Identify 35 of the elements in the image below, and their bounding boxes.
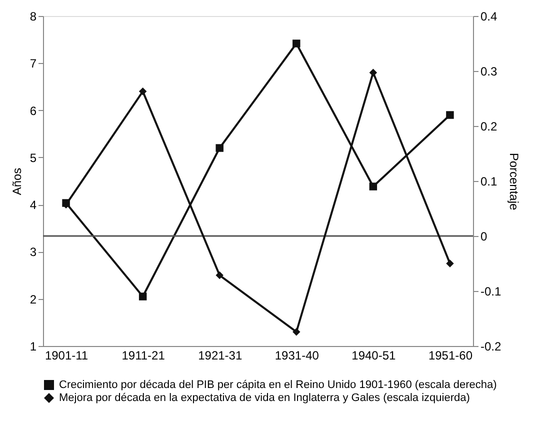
y2-axis-title: Porcentaje (507, 152, 522, 211)
x-tick-label: 1921-31 (198, 348, 242, 362)
y2-tick-label: 0 (480, 230, 488, 244)
point (292, 328, 300, 336)
legend-label: Mejora por década en la expectativa de vida en Inglaterra y Gales (escala izquierda) (59, 392, 470, 404)
y-tick-label: 6 (30, 104, 37, 118)
y2-tick-label: -0.2 (480, 340, 502, 354)
point (138, 88, 147, 96)
point (216, 271, 224, 280)
point (369, 182, 378, 190)
y2-tick-label: 0.4 (480, 10, 498, 24)
point (292, 40, 300, 48)
point (138, 292, 147, 300)
point (216, 144, 224, 152)
y2-tick-label: 0.1 (480, 174, 498, 188)
y2-tick-label: 0.2 (480, 120, 498, 134)
y-tick-label: 4 (30, 198, 37, 212)
x-tick-label: 1901-11 (44, 348, 88, 362)
y2-tick-label: -0.1 (480, 284, 502, 298)
point (446, 260, 454, 268)
y-tick-label: 5 (30, 150, 37, 165)
y-tick-label: 8 (30, 10, 37, 24)
y2-tick-label: 0.3 (480, 64, 498, 78)
y-tick-label: 3 (30, 245, 37, 260)
x-tick-label: 1931-40 (274, 348, 320, 362)
x-tick-label: 1911-21 (122, 348, 166, 362)
y-tick-label: 7 (30, 56, 37, 71)
y-tick-label: 1 (30, 340, 37, 354)
y-axis-title: Años (10, 168, 24, 196)
x-tick-label: 1951-60 (428, 348, 473, 362)
legend-label: Crecimiento por década del PIB per cápita en el Reino Unido 1901-1960 (escala derecha) (59, 379, 497, 391)
x-tick-label: 1940-51 (352, 348, 396, 362)
point (369, 68, 378, 76)
point (446, 111, 454, 119)
y-tick-label: 2 (30, 292, 37, 306)
